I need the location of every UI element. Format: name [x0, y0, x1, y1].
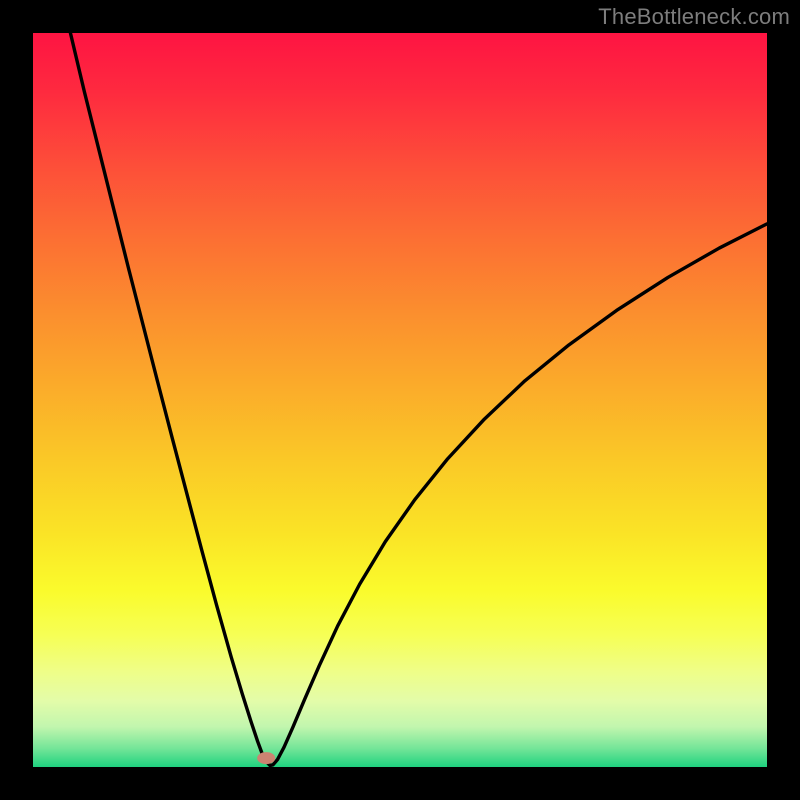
watermark-text: TheBottleneck.com — [598, 4, 790, 30]
min-marker — [258, 752, 276, 764]
curve-path — [70, 33, 767, 766]
chart-frame: TheBottleneck.com — [0, 0, 800, 800]
curve-svg — [33, 33, 767, 767]
plot-area — [33, 33, 767, 767]
